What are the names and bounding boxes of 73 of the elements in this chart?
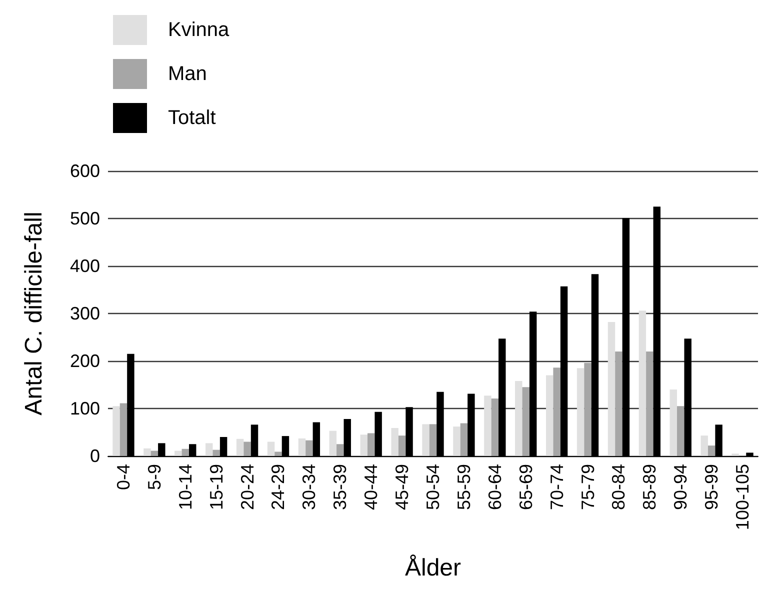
x-tick-label: 50-54 xyxy=(423,464,443,510)
bar xyxy=(491,398,499,456)
bar xyxy=(244,442,251,456)
bar xyxy=(336,444,344,456)
bar xyxy=(236,438,244,456)
y-tick-label: 300 xyxy=(70,304,100,324)
x-tick-label: 45-49 xyxy=(392,464,412,510)
bar xyxy=(584,362,592,456)
x-tick-label: 35-39 xyxy=(330,464,350,510)
bar xyxy=(646,352,654,456)
x-tick-label: 65-69 xyxy=(516,464,536,510)
x-tick-label: 100-105 xyxy=(732,464,753,530)
x-tick-label: 60-64 xyxy=(484,464,505,510)
y-tick-label: 400 xyxy=(70,256,100,276)
bar xyxy=(329,430,337,456)
bar xyxy=(608,322,616,456)
bar xyxy=(708,446,716,456)
x-tick-label: 75-79 xyxy=(578,464,598,510)
bar xyxy=(515,380,522,456)
bar xyxy=(398,436,406,456)
bar xyxy=(367,433,375,456)
x-tick-label: 70-74 xyxy=(546,464,567,510)
x-tick-label: 95-99 xyxy=(702,464,722,510)
bar xyxy=(638,310,646,456)
x-tick-label: 85-89 xyxy=(640,464,660,510)
bar xyxy=(267,442,275,456)
bar xyxy=(206,443,213,456)
bar xyxy=(298,438,306,456)
bar xyxy=(553,368,560,456)
y-axis-title: Antal C. difficile-fall xyxy=(20,212,48,416)
bar xyxy=(306,440,313,456)
legend-label: Totalt xyxy=(168,107,216,129)
bar xyxy=(429,424,437,456)
bar xyxy=(150,450,158,456)
bar xyxy=(274,452,282,456)
bar xyxy=(700,436,708,456)
y-tick-label: 200 xyxy=(70,351,100,371)
bar xyxy=(182,448,189,456)
bar xyxy=(670,390,678,456)
x-tick-label: 5-9 xyxy=(144,464,164,490)
x-tick-label: 0-4 xyxy=(113,464,134,490)
y-tick-label: 0 xyxy=(90,446,100,466)
x-tick-label: 10-14 xyxy=(175,464,196,510)
bar xyxy=(615,352,622,456)
bar xyxy=(453,426,460,456)
bar xyxy=(120,403,128,456)
bar xyxy=(546,375,554,456)
bar xyxy=(212,450,220,456)
x-tick-label: 40-44 xyxy=(361,464,382,510)
bar xyxy=(677,406,684,456)
x-tick-label: 80-84 xyxy=(608,464,629,510)
bar xyxy=(422,424,430,456)
x-tick-label: 24-29 xyxy=(268,464,288,510)
bar xyxy=(484,396,492,456)
legend-label: Kvinna xyxy=(168,19,230,41)
bar xyxy=(174,450,182,456)
x-tick-label: 55-59 xyxy=(454,464,474,510)
bar xyxy=(112,406,120,456)
bar xyxy=(576,368,584,456)
x-axis-title: Ålder xyxy=(404,554,462,582)
bar xyxy=(460,423,468,456)
x-tick-label: 15-19 xyxy=(206,464,226,510)
x-tick-label: 90-94 xyxy=(670,464,691,510)
x-tick-label: 20-24 xyxy=(237,464,258,510)
y-tick-label: 100 xyxy=(70,398,100,418)
bar xyxy=(144,448,151,456)
bar xyxy=(391,428,398,456)
bar xyxy=(522,387,530,456)
y-tick-label: 500 xyxy=(70,208,100,228)
y-tick-label: 600 xyxy=(70,161,100,181)
x-tick-label: 30-34 xyxy=(299,464,320,510)
bar xyxy=(360,434,368,456)
legend-label: Man xyxy=(168,63,207,85)
